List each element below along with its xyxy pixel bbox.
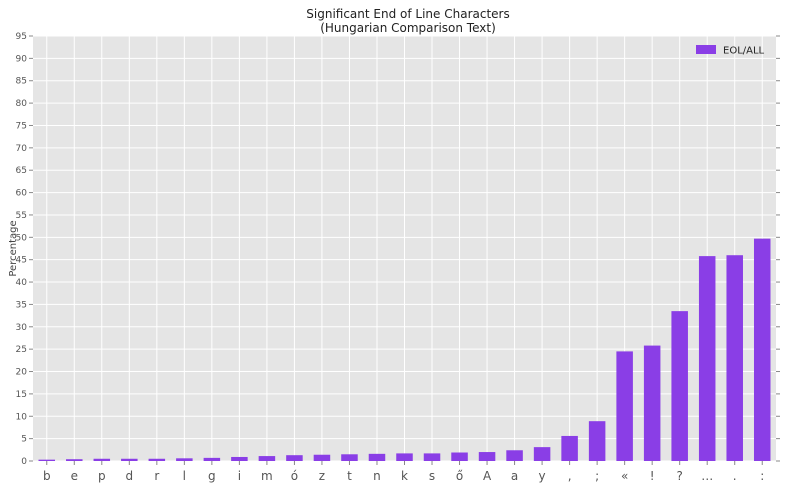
x-tick-label: , (568, 469, 572, 483)
x-tick-label: : (760, 469, 764, 483)
y-tick-label: 5 (21, 435, 27, 445)
bar (451, 452, 468, 461)
x-tick-label: s (429, 469, 435, 483)
y-tick-label: 65 (16, 166, 27, 176)
bar (616, 351, 633, 461)
x-tick-label: « (621, 469, 628, 483)
y-tick-label: 15 (16, 390, 27, 400)
bar (588, 421, 606, 461)
y-tick-label: 35 (16, 300, 27, 310)
y-tick-label: 60 (16, 189, 28, 199)
x-tick-label: l (183, 469, 186, 483)
bar (753, 238, 771, 461)
y-tick-label: 20 (16, 368, 28, 378)
x-tick-label: r (154, 469, 159, 483)
x-tick-label: b (43, 469, 51, 483)
bar (698, 256, 716, 461)
bar (231, 456, 248, 461)
y-axis-title: Percentage (8, 220, 19, 276)
bar (38, 459, 56, 461)
x-tick-label: ! (650, 469, 655, 483)
y-tick-label: 50 (16, 233, 28, 243)
bar (396, 453, 413, 461)
bar (368, 453, 386, 461)
chart-subtitle: (Hungarian Comparison Text) (320, 21, 496, 35)
bar (506, 450, 523, 461)
x-tick-label: a (511, 469, 518, 483)
y-tick-label: 10 (16, 412, 28, 422)
bar (286, 455, 303, 461)
chart-title: Significant End of Line Characters (306, 7, 509, 21)
y-axis-ticks: 0 5 10 15 20 25 30 35 40 45 50 55 60 65 70 75 80 85 90 95 (16, 32, 780, 467)
x-tick-label: d (126, 469, 134, 483)
bar (258, 456, 276, 461)
x-tick-label: ; (595, 469, 599, 483)
legend-label: EOL/ALL (723, 46, 765, 57)
x-tick-label: t (347, 469, 352, 483)
x-tick-label: . (733, 469, 737, 483)
x-tick-label: ő (456, 469, 463, 483)
legend-swatch (696, 45, 716, 54)
bar (93, 458, 111, 461)
y-tick-label: 85 (16, 77, 27, 87)
x-tick-label: k (401, 469, 408, 483)
y-tick-label: 90 (16, 54, 28, 64)
bars (38, 238, 771, 461)
y-tick-label: 75 (16, 121, 27, 131)
bar (203, 457, 221, 461)
y-tick-label: 80 (16, 99, 28, 109)
y-tick-label: 0 (21, 457, 27, 467)
x-tick-label: z (319, 469, 325, 483)
bar (148, 458, 166, 461)
bar (176, 458, 193, 461)
x-tick-label: p (98, 469, 106, 483)
x-tick-label: n (373, 469, 381, 483)
x-tick-label: g (208, 469, 216, 483)
y-tick-label: 30 (16, 323, 28, 333)
x-tick-label: A (483, 469, 492, 483)
bar (533, 447, 551, 461)
x-tick-label: y (539, 469, 546, 483)
bar (726, 255, 743, 461)
y-tick-label: 25 (16, 345, 27, 355)
y-tick-label: 70 (16, 144, 28, 154)
bar (643, 345, 661, 461)
bar (313, 454, 331, 461)
bar (561, 435, 578, 461)
bar (671, 311, 688, 461)
y-tick-label: 55 (16, 211, 27, 221)
y-tick-label: 95 (16, 32, 27, 42)
x-tick-label: e (71, 469, 78, 483)
bar (478, 452, 496, 461)
legend: EOL/ALL (696, 45, 765, 57)
y-tick-label: 40 (16, 278, 28, 288)
bar (341, 454, 358, 461)
bar (423, 453, 441, 461)
bar (121, 458, 138, 461)
x-tick-label: ó (291, 469, 298, 483)
y-tick-label: 45 (16, 256, 27, 266)
bar (66, 459, 83, 461)
grid-lines (33, 35, 776, 462)
x-tick-label: ? (676, 469, 682, 483)
x-tick-label: m (261, 469, 273, 483)
x-tick-label: … (701, 469, 713, 483)
x-tick-label: i (238, 469, 241, 483)
